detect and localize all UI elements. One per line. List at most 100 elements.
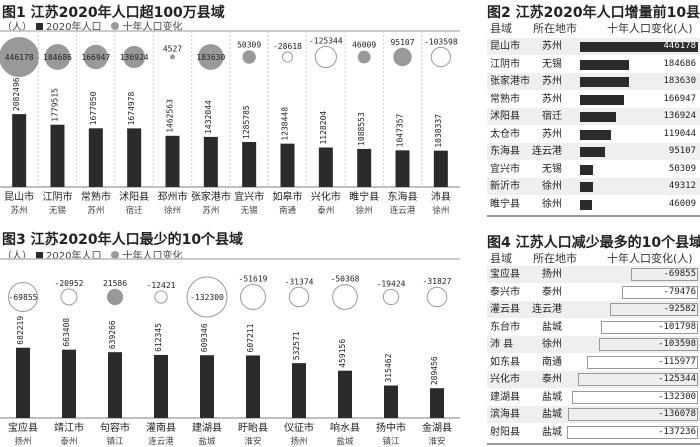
county-cell: 东海县: [490, 146, 520, 157]
change-bar: [578, 373, 698, 386]
change-label: 95107: [390, 38, 414, 47]
county-label: 盱眙县: [238, 421, 268, 434]
fig4-table: 宝应县 扬州 -69855 泰兴市 泰州 -79476 灌云县 连云港 -92582 东台市 盐城 -…: [487, 266, 700, 445]
population-label: 1038337: [434, 114, 443, 148]
population-bar: [280, 143, 295, 187]
change-bubble: [382, 288, 400, 306]
change-cell: 119044: [663, 128, 696, 139]
city-cell: 泰州: [542, 374, 562, 385]
change-bubble: [170, 54, 175, 60]
table-row: 昆山市 苏州 446178: [487, 38, 700, 55]
table-row: 新沂市 徐州 49312: [487, 178, 700, 195]
city-cell: 苏州: [542, 93, 562, 105]
change-bar: [580, 59, 629, 70]
fig4-header-change: 十年人口变化(人): [607, 252, 693, 265]
legend-pop: 2020年人口: [46, 22, 102, 33]
county-label: 东海县: [388, 190, 418, 203]
table-row: 兴化市 泰州 -125344: [487, 371, 700, 388]
county-cell: 沛 县: [490, 339, 514, 350]
population-bar: [127, 128, 142, 187]
city-cell: 徐州: [542, 339, 562, 350]
population-bar: [338, 370, 352, 418]
change-bubble: [83, 44, 109, 70]
city-cell: 苏州: [542, 41, 562, 52]
change-bar: [580, 42, 698, 52]
county-label: 宝应县: [8, 421, 38, 434]
legend-change: 十年人口变化: [122, 251, 183, 262]
population-bar: [16, 347, 30, 418]
change-cell: -137236: [658, 426, 696, 437]
population-bar: [430, 388, 444, 418]
county-label: 如皋市: [273, 190, 303, 203]
county-label: 靖江市: [54, 421, 84, 434]
county-cell: 建湖县: [490, 391, 520, 403]
city-cell: 无锡: [542, 163, 562, 175]
fig2-header-change: 十年人口变化(人): [607, 22, 693, 35]
population-label: 1047357: [396, 113, 405, 147]
change-label: 166947: [81, 53, 110, 62]
table-row: 沛 县 徐州 -103598: [487, 336, 700, 353]
population-bar: [246, 355, 260, 418]
county-label: 江阴市: [43, 190, 73, 203]
change-bar: [580, 199, 593, 210]
change-cell: 49312: [668, 181, 696, 191]
population-label: 1462563: [166, 99, 175, 133]
change-label: -20952: [55, 279, 84, 288]
city-label: 盐城: [198, 436, 216, 447]
population-label: 1779515: [51, 88, 60, 122]
county-cell: 宜兴市: [490, 163, 520, 175]
unit-label: （人）: [2, 22, 32, 33]
population-label: 289456: [430, 356, 439, 385]
population-bar: [292, 363, 306, 418]
change-bubble: [123, 45, 146, 69]
change-bubble: [106, 288, 124, 306]
change-bar: [600, 320, 698, 334]
fig4-header-city: 所在地市: [533, 252, 577, 265]
change-cell: -79476: [663, 286, 696, 297]
fig1-title: 图1 江苏2020年人口超100万县域: [2, 5, 225, 21]
city-label: 扬州: [290, 436, 307, 447]
fig2-header-county: 县域: [490, 22, 512, 35]
county-label: 昆山市: [4, 190, 34, 203]
change-label: -12421: [147, 281, 176, 290]
population-label: 663408: [62, 318, 71, 347]
change-label: 46009: [352, 41, 376, 50]
table-row: 宜兴市 无锡 50309: [487, 161, 700, 178]
population-bar: [88, 128, 103, 187]
city-cell: 南通: [542, 356, 562, 368]
city-label: 淮安: [428, 436, 445, 447]
county-cell: 宝应县: [490, 269, 520, 280]
change-cell: -125344: [658, 374, 696, 384]
city-cell: 盐城: [542, 426, 562, 438]
city-label: 镇江: [382, 436, 400, 447]
change-cell: 183630: [663, 76, 696, 86]
change-bubble: [198, 44, 224, 70]
population-label: 532571: [292, 331, 301, 360]
population-label: 1128204: [319, 111, 328, 145]
change-bar: [609, 303, 698, 316]
fig3-title: 图3 江苏2020年人口最少的10个县域: [2, 232, 244, 248]
change-bubble: [357, 50, 371, 64]
legend-pop: 2020年人口: [46, 251, 102, 262]
change-bubble: [430, 46, 451, 68]
population-label: 1677050: [89, 91, 98, 125]
change-label: 183630: [196, 53, 225, 62]
table-row: 张家港市 苏州 183630: [487, 73, 700, 90]
change-bar: [580, 94, 625, 105]
city-cell: 泰州: [542, 286, 562, 298]
city-cell: 宿迁: [542, 111, 562, 122]
population-bar: [50, 124, 65, 187]
change-label: 50309: [237, 40, 261, 49]
table-row: 常熟市 苏州 166947: [487, 91, 700, 108]
city-cell: 连云港: [532, 304, 562, 315]
county-cell: 新沂市: [490, 181, 520, 192]
table-bottom-rule: [487, 443, 700, 445]
change-cell: 50309: [668, 163, 696, 174]
bar-legend-icon: [36, 252, 43, 259]
change-bar: [571, 390, 698, 404]
city-label: 苏州: [87, 205, 104, 216]
population-label: 607211: [246, 323, 255, 352]
fig4-header-county: 县域: [490, 252, 512, 265]
city-label: 宿迁: [126, 205, 144, 216]
